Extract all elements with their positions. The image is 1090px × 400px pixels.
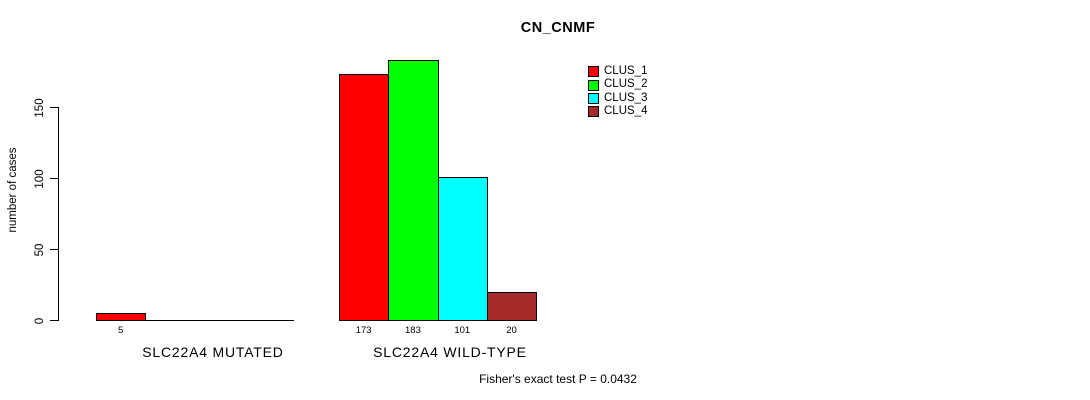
legend-row: CLUS_4 [588, 105, 647, 118]
y-axis-label: number of cases [7, 147, 19, 233]
legend-swatch-clus_4 [588, 106, 599, 118]
y-tick-label: 150 [34, 97, 46, 118]
bar-value-label: 20 [506, 325, 517, 336]
x-group-label: SLC22A4 MUTATED [142, 344, 284, 360]
bar-clus_4 [486, 292, 538, 321]
bar-value-label: 173 [355, 325, 372, 336]
legend-label: CLUS_1 [604, 64, 648, 77]
legend-label: CLUS_3 [604, 91, 648, 104]
y-tick [50, 107, 58, 108]
legend-label: CLUS_4 [604, 105, 648, 118]
y-tick-label: 100 [34, 168, 46, 189]
chart-title: CN_CNMF [520, 20, 596, 36]
bar-clus_1 [339, 74, 390, 321]
legend-row: CLUS_3 [588, 92, 647, 105]
y-tick [50, 320, 58, 321]
bar-clus_3 [437, 177, 488, 321]
legend-swatch-clus_2 [588, 79, 599, 91]
x-group-label: SLC22A4 WILD-TYPE [373, 344, 527, 360]
y-tick-label: 0 [34, 317, 46, 324]
y-tick [50, 178, 58, 179]
bar-clus_2 [388, 60, 439, 321]
bar-clus_1 [96, 313, 147, 321]
legend-row: CLUS_2 [588, 78, 647, 91]
bar-value-label: 101 [454, 325, 471, 336]
fisher-test-annotation: Fisher's exact test P = 0.0432 [479, 372, 637, 386]
y-axis-line [58, 107, 59, 321]
legend-swatch-clus_3 [588, 92, 599, 104]
bar-value-label: 183 [405, 325, 421, 336]
y-tick-label: 50 [34, 243, 46, 256]
legend-row: CLUS_1 [588, 65, 647, 78]
bar-value-label: 5 [117, 325, 124, 336]
axis-baseline [96, 320, 295, 321]
legend: CLUS_1 CLUS_2 CLUS_3 CLUS_4 [588, 65, 647, 119]
legend-label: CLUS_2 [604, 78, 648, 91]
y-tick [50, 249, 58, 250]
legend-swatch-clus_1 [588, 66, 599, 78]
